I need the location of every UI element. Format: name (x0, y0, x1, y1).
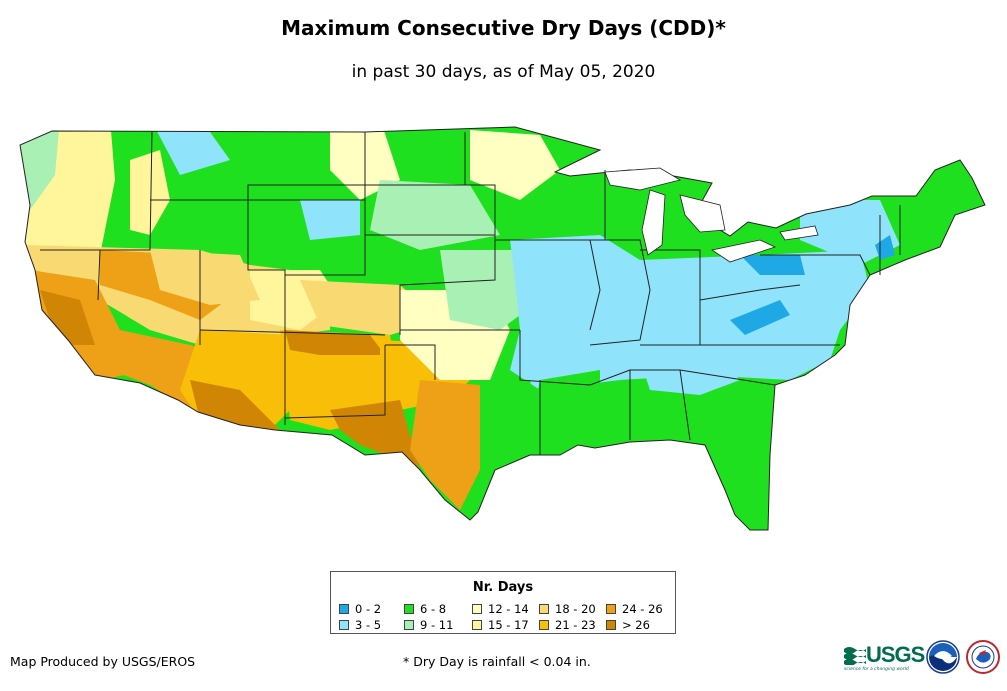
legend-swatch (472, 604, 482, 614)
legend-title: Nr. Days (472, 580, 534, 595)
legend-swatch (404, 604, 414, 614)
legend-label: 18 - 20 (555, 602, 596, 616)
legend-swatch (606, 604, 616, 614)
great-lakes (604, 167, 819, 263)
legend-item-gt-26: > 26 (606, 618, 650, 632)
legend-swatch (472, 620, 482, 630)
legend-item-6-8: 6 - 8 (404, 602, 446, 616)
state-boundaries (19, 126, 986, 531)
legend-item-15-17: 15 - 17 (472, 618, 529, 632)
legend-label: 6 - 8 (420, 602, 447, 616)
legend-item-12-14: 12 - 14 (472, 602, 529, 616)
legend-label: 3 - 5 (355, 618, 382, 632)
usgs-logo: USGS science for a changing world (844, 642, 925, 672)
noaa-logo-icon (926, 640, 960, 674)
map-title: Maximum Consecutive Dry Days (CDD)* (281, 16, 726, 40)
legend-label: 21 - 23 (555, 618, 596, 632)
usgs-tagline: science for a changing world (844, 667, 909, 672)
nws-logo-icon (966, 640, 1000, 674)
legend-item-3-5: 3 - 5 (339, 618, 381, 632)
dry-day-footnote: * Dry Day is rainfall < 0.04 in. (403, 654, 591, 669)
legend-label: 12 - 14 (488, 602, 529, 616)
legend-item-9-11: 9 - 11 (404, 618, 453, 632)
legend-swatch (339, 604, 349, 614)
map-credit: Map Produced by USGS/EROS (10, 654, 196, 669)
legend-swatch (539, 604, 549, 614)
usgs-wordmark: USGS (866, 642, 925, 667)
legend-label: 15 - 17 (488, 618, 529, 632)
legend-label: > 26 (622, 618, 650, 632)
legend-label: 9 - 11 (420, 618, 454, 632)
legend-swatch (404, 620, 414, 630)
us-cdd-map (19, 126, 986, 531)
legend-label: 0 - 2 (355, 602, 382, 616)
legend-item-21-23: 21 - 23 (539, 618, 596, 632)
legend: Nr. Days 0 - 2 3 - 5 6 - 8 9 - 11 12 - 1… (330, 571, 676, 634)
usgs-wave-icon (844, 647, 866, 665)
map-subtitle: in past 30 days, as of May 05, 2020 (351, 62, 656, 82)
legend-label: 24 - 26 (622, 602, 663, 616)
legend-item-24-26: 24 - 26 (606, 602, 663, 616)
legend-swatch (539, 620, 549, 630)
legend-swatch (339, 620, 349, 630)
legend-item-18-20: 18 - 20 (539, 602, 596, 616)
legend-item-0-2: 0 - 2 (339, 602, 381, 616)
legend-swatch (606, 620, 616, 630)
